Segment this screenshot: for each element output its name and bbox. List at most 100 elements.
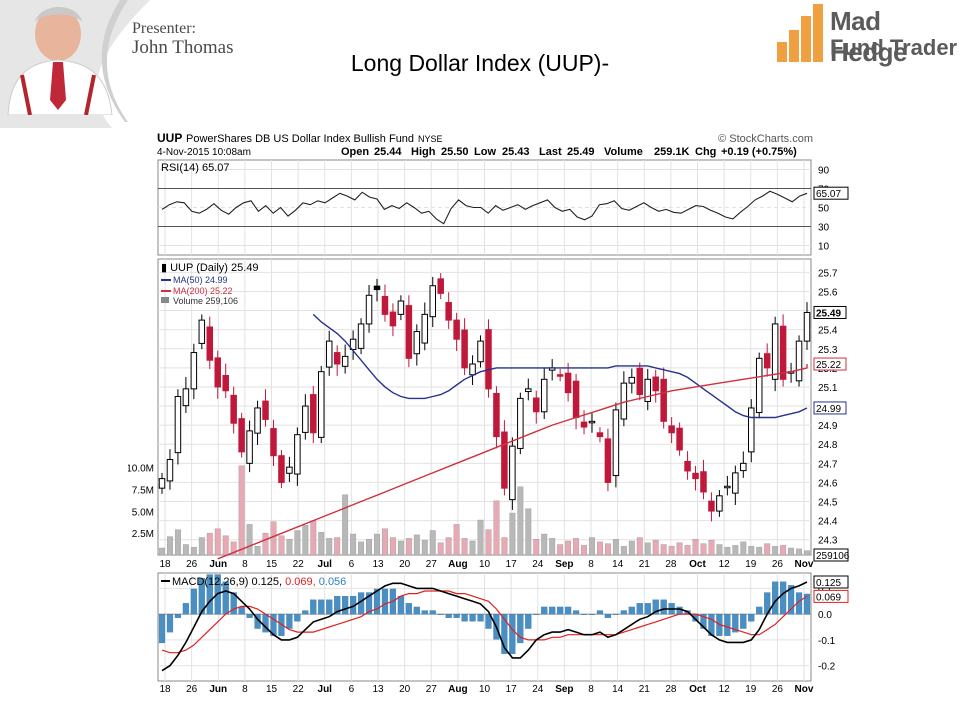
macd-histogram-bar [604, 613, 612, 618]
candle-body [222, 374, 229, 392]
stock-chart: UUP PowerShares DB US Dollar Index Bulli… [128, 128, 850, 694]
candle-body [485, 329, 492, 390]
volume-legend-label: Volume 259,106 [173, 296, 238, 306]
macd-signal-line [161, 590, 808, 654]
price-tick-label: 24.8 [818, 440, 838, 451]
macd-histogram-bar [676, 606, 683, 615]
volume-bar [445, 537, 452, 556]
open-label: Open [341, 146, 369, 158]
volume-bar [684, 545, 691, 556]
ma50-value-box [813, 401, 847, 415]
x-tick-label-bottom: 19 [745, 684, 757, 694]
candle-body [636, 367, 644, 396]
macd-histogram-bar [158, 613, 166, 644]
volume-bar [612, 539, 619, 556]
x-tick-label-mid: Nov [795, 559, 814, 570]
candle-body [708, 500, 715, 512]
volume-bar [660, 544, 667, 556]
last-value: 25.49 [567, 146, 595, 158]
candle-body [469, 363, 476, 376]
volume-bar [477, 519, 484, 556]
x-tick-label-mid: 17 [506, 559, 518, 570]
volume-bar [716, 544, 723, 556]
candle-body [349, 338, 357, 351]
candle-body [397, 300, 405, 315]
x-tick-label-mid: 8 [242, 559, 248, 570]
x-tick-label-bottom: 26 [186, 684, 198, 694]
volume-bar [628, 540, 635, 556]
candle-body [318, 371, 325, 438]
macd-legend-main: MACD(12,26,9) 0.125, [172, 576, 285, 588]
x-tick-label-mid: 21 [639, 559, 651, 570]
macd-histogram-bar [541, 606, 548, 615]
candle-body [779, 325, 787, 380]
rsi-legend: RSI(14) 65.07 [161, 162, 229, 174]
volume-value: 259.1K [654, 146, 690, 158]
volume-bar [517, 486, 524, 556]
volume-bar [573, 538, 580, 556]
candle-body [365, 294, 373, 325]
ma200-value-label: 25.22 [816, 360, 841, 371]
chart-background [128, 128, 850, 694]
candle-body [755, 357, 763, 414]
x-tick-label-mid: 27 [426, 559, 438, 570]
volume-bar [469, 540, 476, 556]
candle-body [803, 311, 811, 342]
slide-title: Long Dollar Index (UUP)- [350, 50, 610, 76]
candle-body [668, 425, 675, 434]
candle-body [732, 472, 739, 494]
candle-body [445, 302, 452, 321]
volume-bar [581, 545, 587, 556]
presenter-photo [7, 7, 113, 115]
x-tick-label-bottom: 17 [506, 684, 518, 694]
macd-histogram-bar [612, 613, 619, 615]
volume-bar [525, 508, 532, 556]
macd-histogram-bar [780, 581, 787, 615]
candle-body [270, 428, 277, 457]
price-tick-label: 25.4 [818, 326, 838, 337]
x-tick-label-bottom: 10 [479, 684, 491, 694]
volume-bar [604, 543, 611, 556]
candle-body [182, 388, 190, 407]
macd-histogram-bar [365, 592, 373, 615]
x-tick-label-mid: 19 [745, 559, 757, 570]
volume-bar [382, 528, 388, 556]
price-tick-label: 25.3 [818, 345, 838, 356]
x-tick-label-mid: 22 [293, 559, 305, 570]
macd-histogram-bar [166, 613, 174, 633]
candle-body [692, 472, 699, 480]
chart-fund-name: PowerShares DB US Dollar Index Bullish F… [186, 133, 414, 145]
macd-legend: MACD(12,26,9) 0.125, 0.069, 0.056 [172, 576, 346, 588]
volume-bar [318, 532, 325, 556]
macd-legend-hist: 0.056 [319, 576, 347, 588]
volume-bar [788, 547, 795, 556]
volume-bar [326, 538, 333, 556]
candle-body [214, 357, 221, 388]
volume-bar [182, 544, 189, 556]
volume-bar [700, 543, 707, 556]
volume-bar [501, 537, 508, 556]
candle-body [461, 329, 468, 369]
x-tick-label-mid: 26 [186, 559, 198, 570]
x-tick-label-mid: 10 [479, 559, 491, 570]
candle-body [501, 431, 508, 489]
macd-histogram-bar [190, 588, 197, 615]
candle-body [254, 407, 261, 434]
candle-body [198, 319, 206, 344]
x-tick-label-bottom: 24 [532, 684, 544, 694]
volume-bar [397, 540, 404, 556]
volume-bar [286, 539, 293, 556]
volume-bar [278, 535, 285, 556]
macd-histogram-bar [421, 610, 428, 615]
volume-bar [589, 537, 595, 556]
macd-histogram-bar [772, 581, 779, 615]
volume-bar [294, 530, 301, 556]
macd-histogram-bar [501, 613, 508, 654]
rsi-tick-label: 90 [818, 166, 830, 177]
candle-body [596, 432, 604, 438]
candle-body [286, 466, 293, 474]
macd-histogram-bar [302, 610, 309, 615]
x-tick-label-bottom: 14 [612, 684, 624, 694]
candle-body [262, 400, 269, 420]
candle-body [580, 421, 588, 428]
